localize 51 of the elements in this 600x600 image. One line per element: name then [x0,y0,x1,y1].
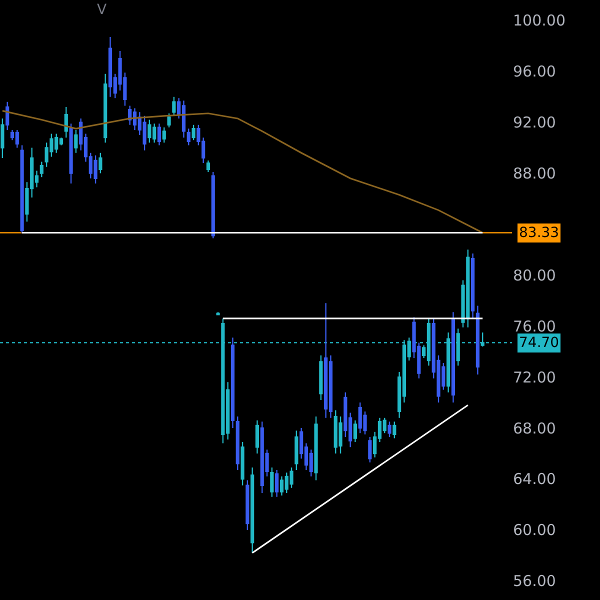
candlestick [20,144,24,234]
y-tick-label: 80.00 [513,266,556,284]
candlestick [246,480,250,531]
candlestick [240,441,244,486]
ref-line-label: 74.70 [519,335,560,351]
candlestick [0,118,4,159]
annotation: V [97,2,107,18]
candlestick [211,171,215,239]
candlestick [157,122,162,146]
candlestick [471,252,475,320]
candlestick [368,436,372,464]
candlestick [319,354,323,401]
candlestick [270,466,274,498]
candlestick [40,161,44,178]
candlestick [250,466,254,554]
candlestick [216,312,220,316]
candlestick [206,160,210,173]
candlestick [230,336,235,429]
candlestick [69,122,73,184]
candlestick [392,421,396,439]
candlestick [236,416,240,471]
y-tick-label: 60.00 [513,521,556,540]
y-tick-label: 100.00 [513,12,566,30]
candlestick [275,469,279,498]
candlestick [451,312,456,404]
candlestick [294,430,298,471]
y-tick-label: 96.00 [513,62,556,81]
candlestick [104,73,108,144]
candlestick [162,126,166,144]
candlestick [6,101,10,131]
candlestick [64,106,68,138]
candlestick [255,420,260,454]
y-tick-label: 88.00 [513,164,556,182]
candlestick [167,112,171,128]
candlestick [186,128,190,146]
candlestick [74,129,78,154]
ref-line-label: 83.33 [519,225,560,241]
y-tick-label: 64.00 [513,470,556,488]
candlestick [172,96,176,117]
candlestick [98,152,102,174]
candlestick [388,421,392,438]
candlestick [192,124,196,141]
candlestick [314,416,318,481]
y-tick-label: 92.00 [513,114,556,132]
y-tick-label: 68.00 [513,419,556,438]
y-tick-label: 72.00 [513,368,556,386]
y-tick-label: 76.00 [513,317,556,336]
candlestick [353,420,358,443]
y-tick-label: 56.00 [513,572,556,590]
line-series [2,110,484,234]
candlestick [476,305,480,376]
